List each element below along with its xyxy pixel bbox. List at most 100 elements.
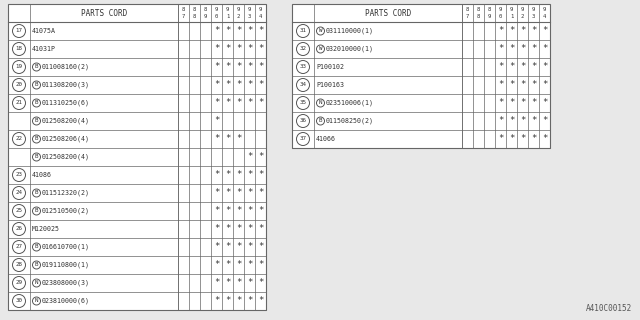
Text: 1: 1 [226, 14, 229, 20]
Text: *: * [247, 243, 252, 252]
Text: 41031P: 41031P [32, 46, 56, 52]
Text: *: * [520, 81, 525, 90]
Text: B: B [35, 83, 38, 87]
Text: *: * [258, 225, 263, 234]
Text: *: * [509, 44, 514, 53]
Text: N: N [319, 100, 323, 106]
Text: 3: 3 [248, 14, 251, 20]
Text: *: * [520, 62, 525, 71]
Text: *: * [247, 99, 252, 108]
Text: *: * [214, 260, 219, 269]
Text: *: * [225, 297, 230, 306]
Text: *: * [247, 62, 252, 71]
Text: *: * [520, 99, 525, 108]
Text: 24: 24 [15, 190, 22, 196]
Text: 019110800(1): 019110800(1) [42, 262, 90, 268]
Text: *: * [225, 27, 230, 36]
Text: 26: 26 [15, 227, 22, 231]
Text: *: * [498, 62, 503, 71]
Text: 31: 31 [300, 28, 307, 34]
Text: *: * [247, 206, 252, 215]
Text: *: * [498, 116, 503, 125]
Text: *: * [498, 134, 503, 143]
Text: 7: 7 [182, 14, 185, 20]
Text: 19: 19 [15, 65, 22, 69]
Text: *: * [542, 62, 547, 71]
Text: *: * [236, 27, 241, 36]
Text: 011512320(2): 011512320(2) [42, 190, 90, 196]
Text: 9: 9 [215, 6, 218, 12]
Text: 011508250(2): 011508250(2) [326, 118, 374, 124]
Text: 27: 27 [15, 244, 22, 250]
Text: B: B [35, 190, 38, 196]
Text: 7: 7 [466, 14, 469, 20]
Text: *: * [225, 134, 230, 143]
Text: *: * [247, 225, 252, 234]
Text: 8: 8 [193, 14, 196, 20]
Text: *: * [214, 27, 219, 36]
Text: 25: 25 [15, 209, 22, 213]
Text: 41075A: 41075A [32, 28, 56, 34]
Text: 9: 9 [543, 6, 546, 12]
Text: 016610700(1): 016610700(1) [42, 244, 90, 250]
Text: *: * [247, 188, 252, 197]
Text: 012510500(2): 012510500(2) [42, 208, 90, 214]
Text: 0: 0 [499, 14, 502, 20]
Text: 012508200(4): 012508200(4) [42, 154, 90, 160]
Text: *: * [236, 260, 241, 269]
Text: 011008160(2): 011008160(2) [42, 64, 90, 70]
Text: *: * [258, 260, 263, 269]
Text: *: * [225, 171, 230, 180]
Text: 9: 9 [204, 14, 207, 20]
Text: 011310250(6): 011310250(6) [42, 100, 90, 106]
Text: 012508200(4): 012508200(4) [42, 118, 90, 124]
Text: 37: 37 [300, 137, 307, 141]
Text: 9: 9 [259, 6, 262, 12]
Text: 4: 4 [259, 14, 262, 20]
Text: 8: 8 [488, 6, 491, 12]
Text: *: * [236, 62, 241, 71]
Text: B: B [35, 244, 38, 250]
Text: 41086: 41086 [32, 172, 52, 178]
Text: *: * [258, 44, 263, 53]
Text: B: B [35, 209, 38, 213]
Text: 9: 9 [248, 6, 251, 12]
Text: B: B [35, 100, 38, 106]
Text: *: * [509, 134, 514, 143]
Text: *: * [247, 260, 252, 269]
Text: 9: 9 [226, 6, 229, 12]
Text: *: * [225, 81, 230, 90]
Text: B: B [35, 65, 38, 69]
Text: *: * [258, 27, 263, 36]
Text: *: * [214, 278, 219, 287]
Text: *: * [236, 44, 241, 53]
Text: *: * [542, 27, 547, 36]
Text: 8: 8 [466, 6, 469, 12]
Text: A410C00152: A410C00152 [586, 304, 632, 313]
Text: *: * [225, 99, 230, 108]
Text: N: N [35, 281, 38, 285]
Text: 32: 32 [300, 46, 307, 52]
Text: 011308200(3): 011308200(3) [42, 82, 90, 88]
Text: B: B [35, 155, 38, 159]
Text: *: * [214, 81, 219, 90]
Text: *: * [258, 297, 263, 306]
Text: *: * [247, 153, 252, 162]
Text: PARTS CORD: PARTS CORD [81, 9, 127, 18]
Text: 8: 8 [193, 6, 196, 12]
Text: 29: 29 [15, 281, 22, 285]
Text: *: * [509, 116, 514, 125]
Text: *: * [214, 44, 219, 53]
Text: 4: 4 [543, 14, 546, 20]
Text: *: * [214, 99, 219, 108]
Text: W: W [319, 46, 323, 52]
Text: 9: 9 [532, 6, 535, 12]
Text: *: * [225, 188, 230, 197]
Text: *: * [236, 206, 241, 215]
Text: *: * [531, 27, 536, 36]
Text: B: B [319, 118, 323, 124]
Text: 36: 36 [300, 118, 307, 124]
Text: *: * [520, 44, 525, 53]
Text: B: B [35, 137, 38, 141]
Text: B: B [35, 262, 38, 268]
